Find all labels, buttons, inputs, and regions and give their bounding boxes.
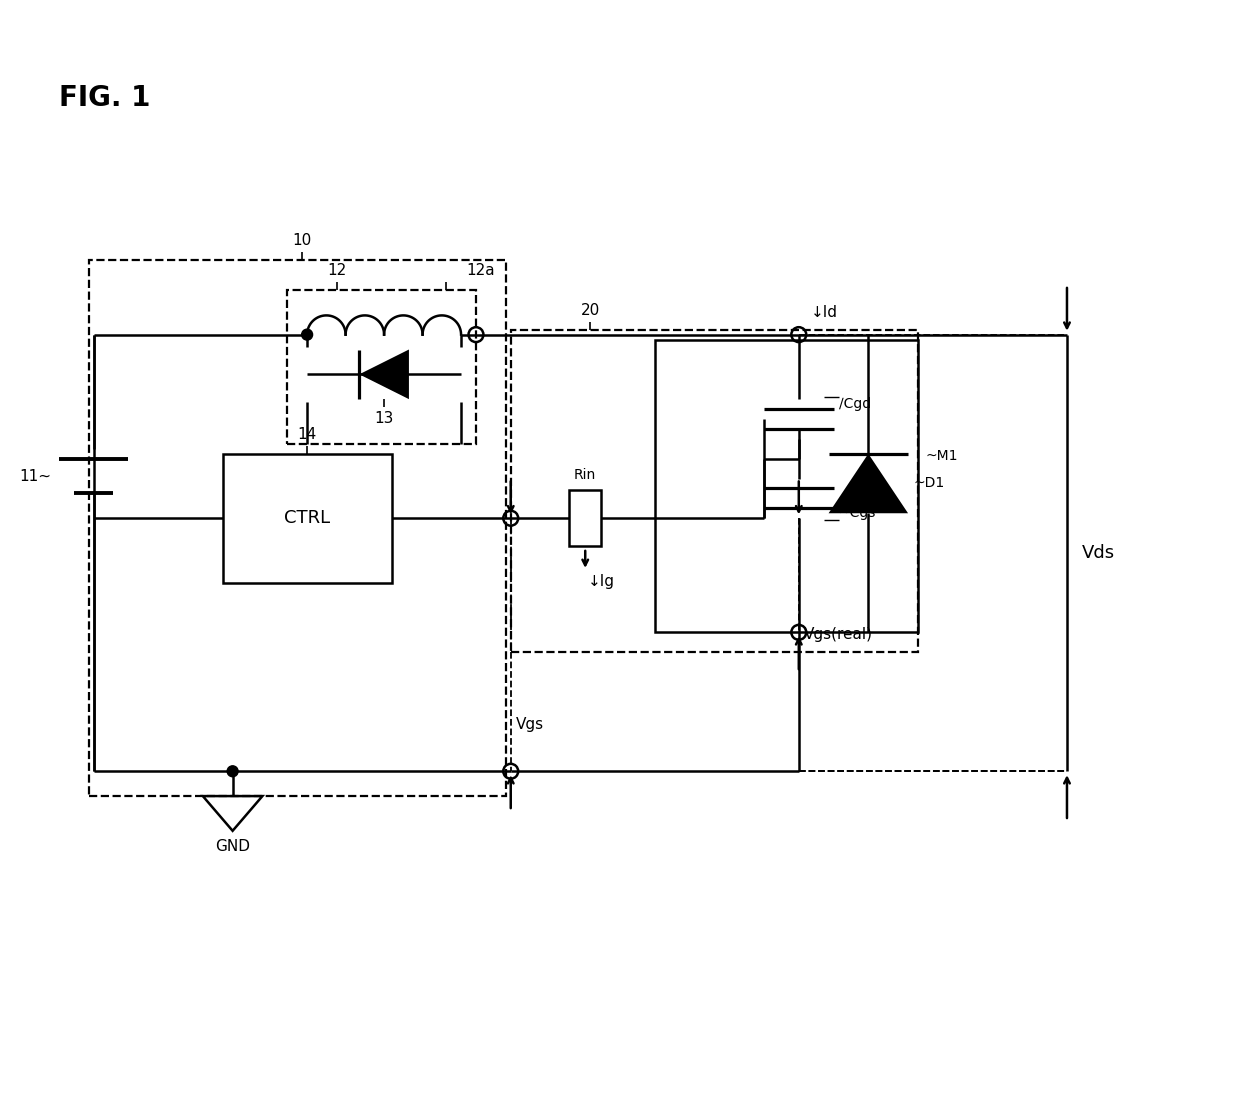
Circle shape xyxy=(301,329,312,340)
Text: 11~: 11~ xyxy=(19,469,51,483)
Text: GND: GND xyxy=(215,838,250,854)
Text: ~D1: ~D1 xyxy=(913,477,945,491)
Text: 12a: 12a xyxy=(466,263,495,278)
Bar xyxy=(88,260,506,796)
Text: Vgs(real): Vgs(real) xyxy=(804,627,873,643)
Text: ∕Cgd: ∕Cgd xyxy=(838,397,870,411)
Bar xyxy=(655,340,918,633)
Text: 13: 13 xyxy=(374,411,394,426)
Text: ↓Ig: ↓Ig xyxy=(588,574,615,589)
Bar xyxy=(511,330,918,653)
Text: Vds: Vds xyxy=(1081,544,1115,562)
Text: 20: 20 xyxy=(580,303,600,318)
Text: 14: 14 xyxy=(298,426,316,442)
Text: Rin: Rin xyxy=(574,469,596,482)
Text: CTRL: CTRL xyxy=(284,509,330,527)
Text: ↓Id: ↓Id xyxy=(811,305,838,320)
Bar xyxy=(569,491,601,546)
Text: ~M1: ~M1 xyxy=(926,449,959,463)
Bar xyxy=(288,290,476,444)
Text: FIG. 1: FIG. 1 xyxy=(58,83,150,111)
Text: 12: 12 xyxy=(327,263,346,278)
Polygon shape xyxy=(360,350,409,399)
Polygon shape xyxy=(828,454,908,514)
Text: Vgs: Vgs xyxy=(516,717,544,731)
Text: ~Cgs: ~Cgs xyxy=(838,506,875,520)
Text: 10: 10 xyxy=(293,233,311,248)
Circle shape xyxy=(227,766,238,777)
Bar xyxy=(223,454,392,583)
